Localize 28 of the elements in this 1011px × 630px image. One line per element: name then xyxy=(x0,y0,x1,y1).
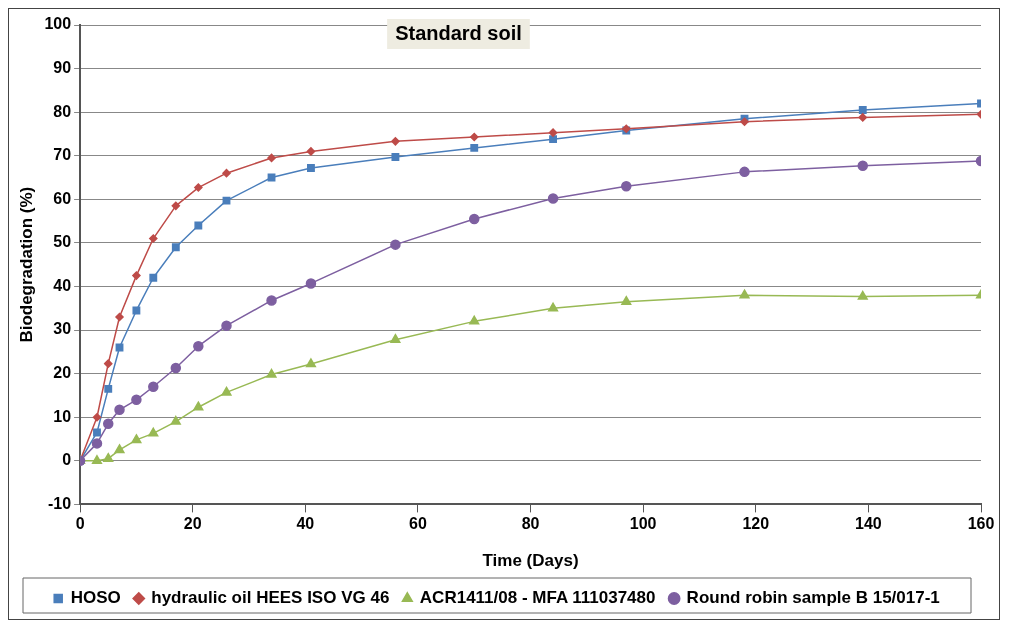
legend-label: hydraulic oil HEES ISO VG 46 xyxy=(151,588,390,608)
y-tick-label: 10 xyxy=(53,407,72,425)
y-tick-label: 60 xyxy=(53,189,72,207)
legend-label: HOSO xyxy=(70,588,121,608)
chart-title: Standard soil xyxy=(395,21,522,44)
x-tick-label: 80 xyxy=(521,515,540,533)
y-axis-title: Biodegradation (%) xyxy=(16,186,36,343)
x-tick-label: 100 xyxy=(629,515,657,533)
x-tick-label: 160 xyxy=(967,515,995,533)
legend-label: ACR1411/08 - MFA 111037480 xyxy=(419,588,656,608)
x-tick-label: 40 xyxy=(296,515,315,533)
x-tick-label: 120 xyxy=(742,515,770,533)
x-tick-label: 0 xyxy=(75,515,85,533)
y-tick-label: 70 xyxy=(53,146,72,164)
y-tick-label: 20 xyxy=(53,364,72,382)
legend-label: Round robin sample B 15/017-1 xyxy=(686,588,940,608)
y-tick-label: -10 xyxy=(47,494,72,512)
y-tick-label: 0 xyxy=(62,451,72,469)
y-tick-label: 80 xyxy=(53,102,72,120)
y-tick-label: 40 xyxy=(53,276,72,294)
y-tick-label: 100 xyxy=(44,15,72,33)
y-tick-label: 90 xyxy=(53,58,72,76)
y-tick-label: 50 xyxy=(53,233,72,251)
x-tick-label: 140 xyxy=(855,515,882,533)
y-tick-label: 30 xyxy=(53,320,72,338)
x-tick-label: 60 xyxy=(409,515,427,533)
x-tick-label: 20 xyxy=(183,515,202,533)
x-axis-title: Time (Days) xyxy=(482,551,579,571)
